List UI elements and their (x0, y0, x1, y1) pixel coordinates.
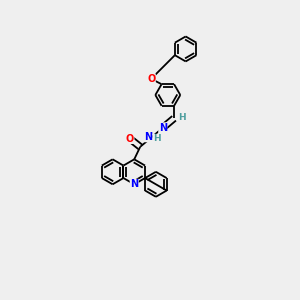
Text: H: H (153, 134, 160, 143)
Text: N: N (144, 132, 152, 142)
Text: N: N (130, 179, 138, 189)
Text: O: O (147, 74, 155, 84)
Text: O: O (126, 134, 134, 143)
Text: H: H (178, 113, 185, 122)
Text: N: N (159, 123, 167, 133)
